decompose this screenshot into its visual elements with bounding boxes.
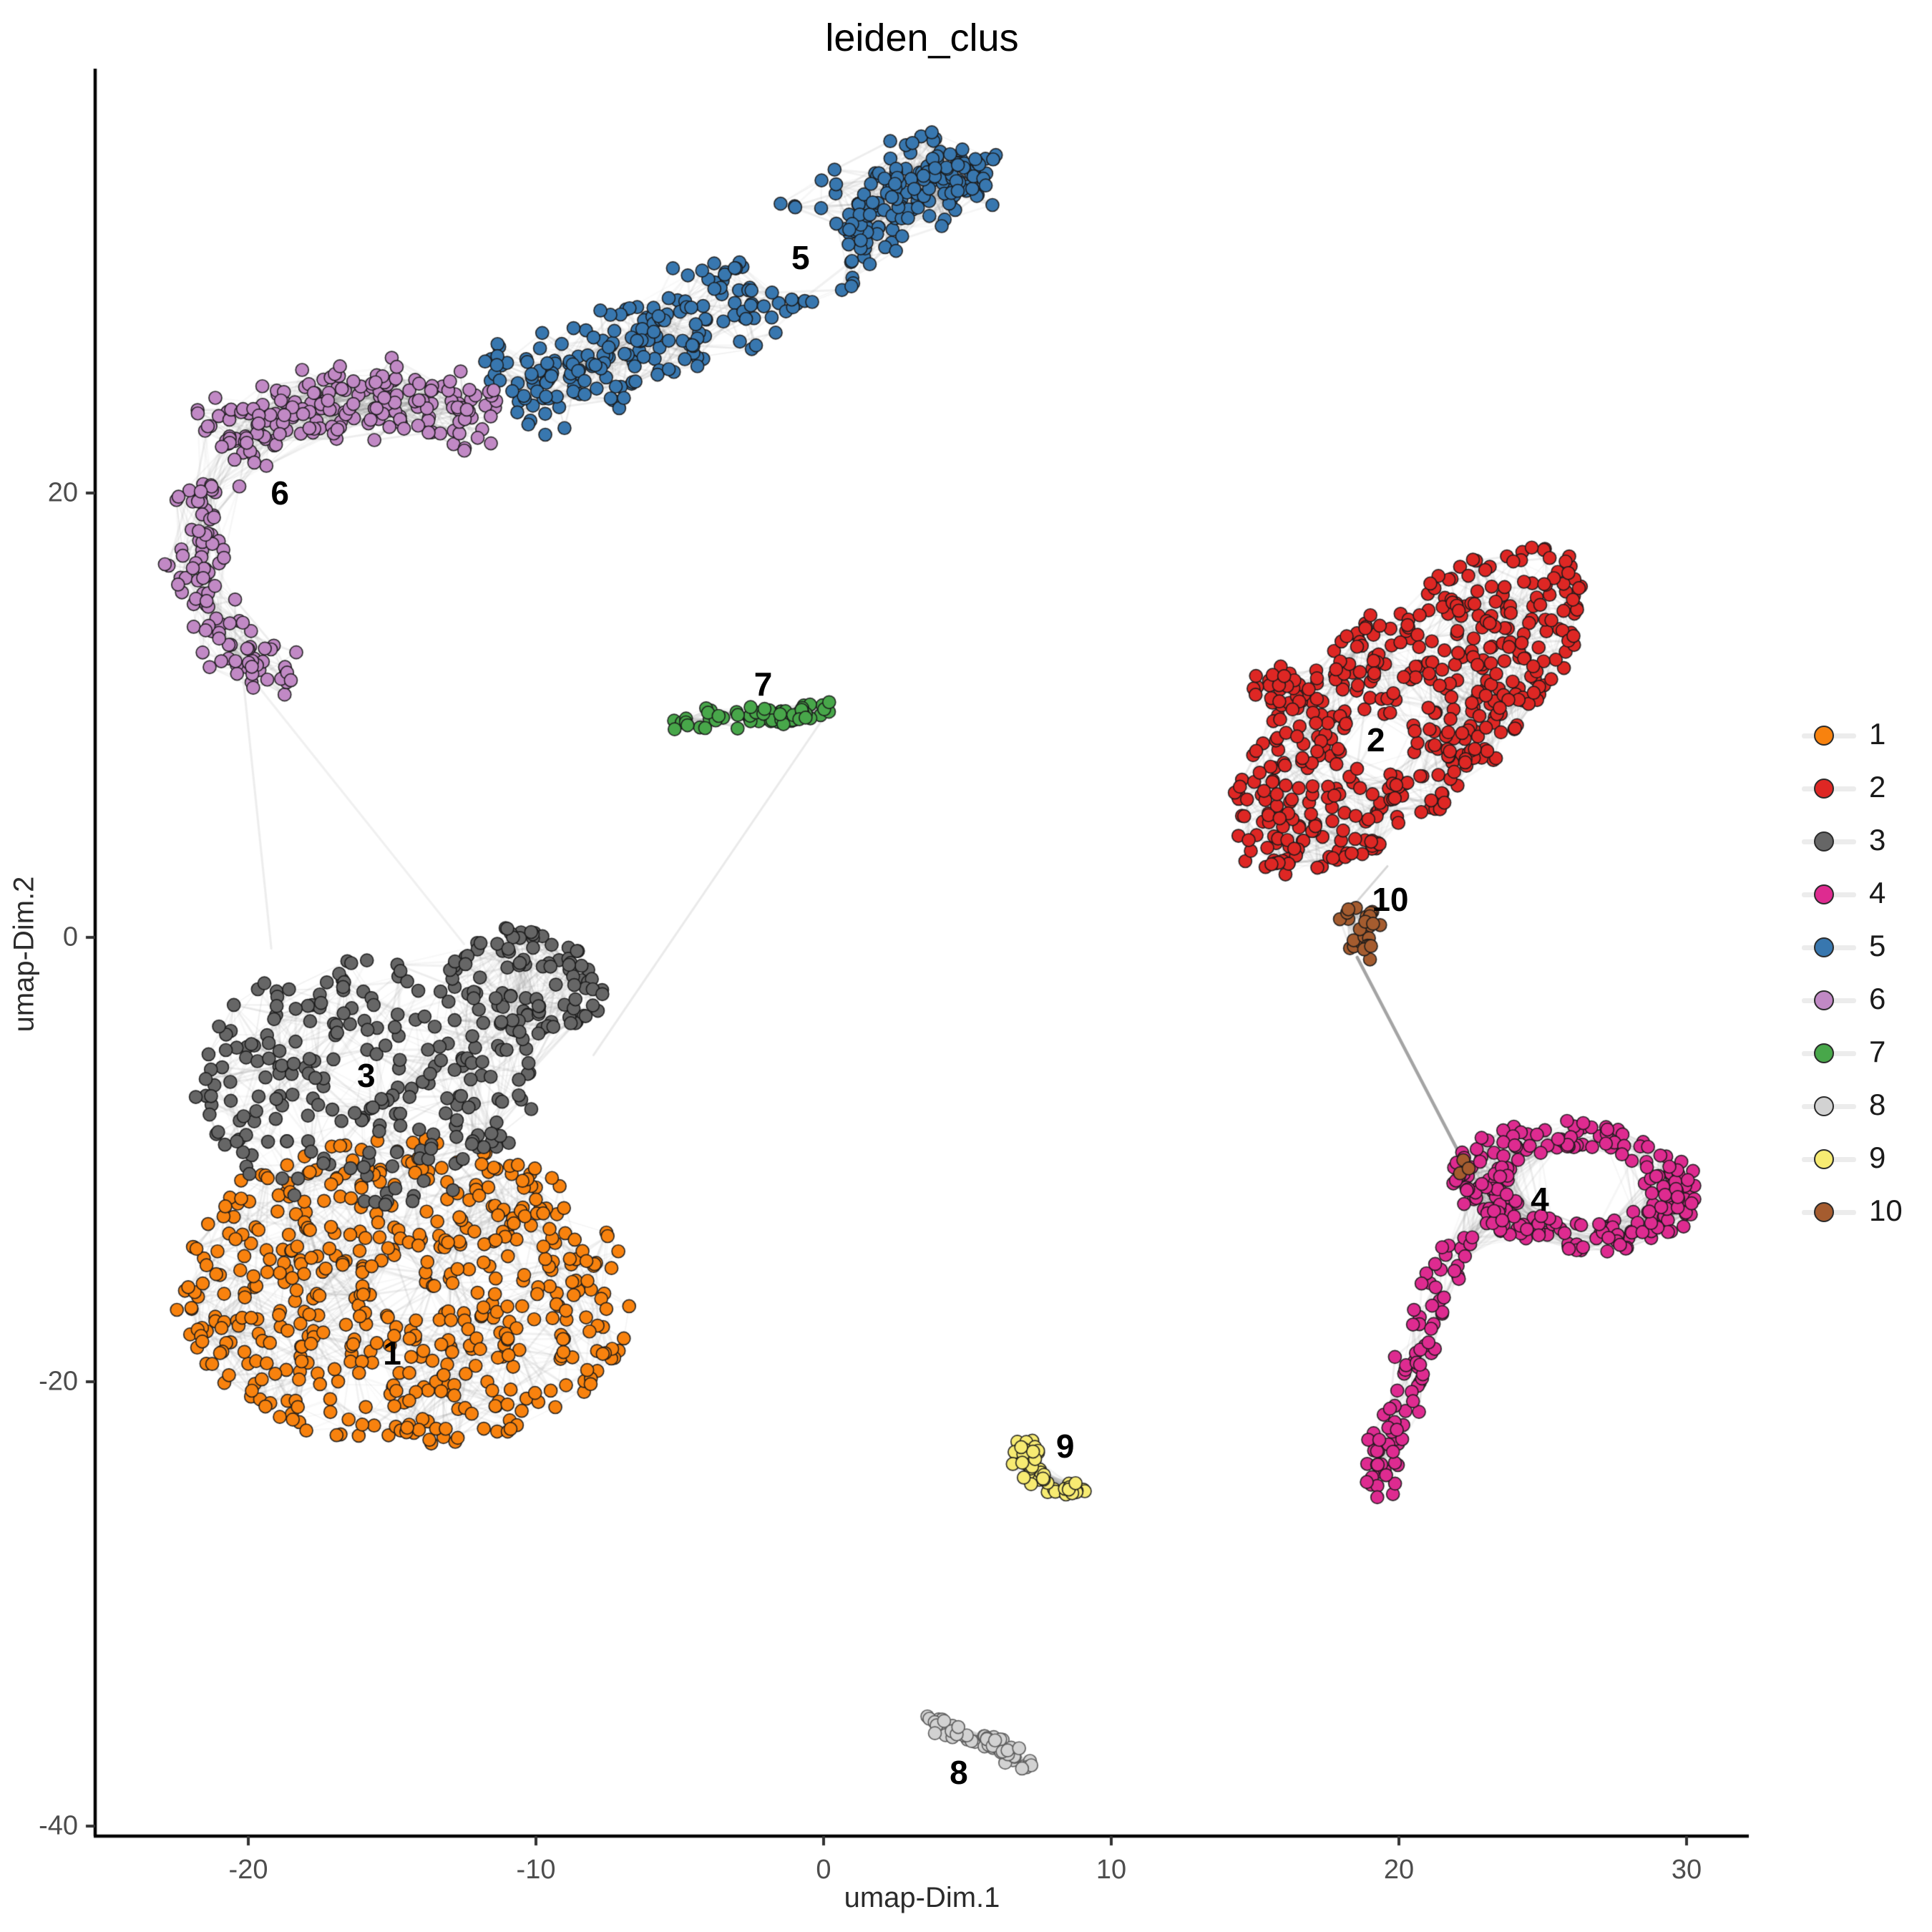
y-tick-label: -20: [39, 1366, 78, 1397]
cluster-label-6: 6: [270, 474, 290, 512]
legend-label: 9: [1869, 1141, 1886, 1175]
cluster-label-7: 7: [753, 665, 773, 703]
x-tick-label: 30: [1671, 1855, 1702, 1885]
legend-point-icon: [1814, 884, 1834, 904]
legend-point-icon: [1814, 726, 1834, 746]
legend-point-icon: [1814, 831, 1834, 852]
legend-point-icon: [1814, 1096, 1834, 1116]
cluster-label-2: 2: [1367, 721, 1385, 758]
legend-point-icon: [1814, 990, 1834, 1010]
x-tick-label: 10: [1096, 1855, 1127, 1885]
cluster-label-4: 4: [1531, 1181, 1549, 1219]
cluster-label-5: 5: [791, 238, 810, 276]
x-tick-label: 20: [1383, 1855, 1415, 1885]
legend-label: 5: [1869, 929, 1886, 963]
legend-label: 4: [1869, 876, 1886, 910]
y-tick-label: -40: [39, 1810, 78, 1841]
cluster-label-3: 3: [357, 1056, 376, 1094]
legend-label: 8: [1869, 1088, 1886, 1122]
legend-label: 3: [1869, 823, 1886, 857]
x-axis-title: umap-Dim.1: [844, 1882, 1000, 1913]
legend-point-icon: [1814, 779, 1834, 799]
y-axis-title: umap-Dim.2: [8, 876, 40, 1033]
x-tick-label: -20: [228, 1855, 268, 1885]
y-tick-label: 0: [62, 922, 78, 952]
legend-point-icon: [1814, 1149, 1834, 1169]
x-tick-label: 0: [816, 1855, 831, 1885]
page-title: leiden_clus: [825, 16, 1019, 59]
legend-label: 6: [1869, 982, 1886, 1016]
cluster-label-1: 1: [383, 1334, 401, 1372]
y-tick-label: 20: [47, 477, 78, 508]
legend-label: 10: [1869, 1194, 1903, 1228]
cluster-label-9: 9: [1055, 1428, 1075, 1465]
cluster-label-8: 8: [950, 1754, 968, 1792]
legend-label: 7: [1869, 1035, 1886, 1069]
legend: 1 2 3 4 5 6 7 8 9 10: [1792, 0, 1932, 1932]
x-tick-label: -10: [516, 1855, 556, 1885]
legend-label: 1: [1869, 717, 1886, 751]
legend-label: 2: [1869, 770, 1886, 804]
legend-point-icon: [1814, 1202, 1834, 1222]
legend-point-icon: [1814, 937, 1834, 957]
legend-point-icon: [1814, 1043, 1834, 1063]
cluster-label-10: 10: [1372, 881, 1409, 919]
